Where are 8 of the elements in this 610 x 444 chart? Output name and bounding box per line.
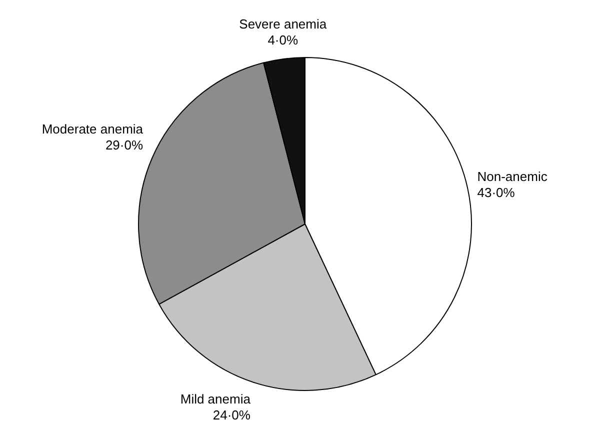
slice-label: Severe anemia	[239, 16, 328, 32]
slice-label: Non-anemic	[477, 169, 548, 184]
slice-label: Mild anemia	[180, 391, 252, 406]
slice-label: Moderate anemia	[42, 121, 144, 136]
data-label: 29·0%	[105, 137, 144, 152]
data-label: 43·0%	[477, 185, 516, 200]
data-label: 24·0%	[212, 407, 251, 422]
data-label: 4·0%	[268, 32, 298, 48]
